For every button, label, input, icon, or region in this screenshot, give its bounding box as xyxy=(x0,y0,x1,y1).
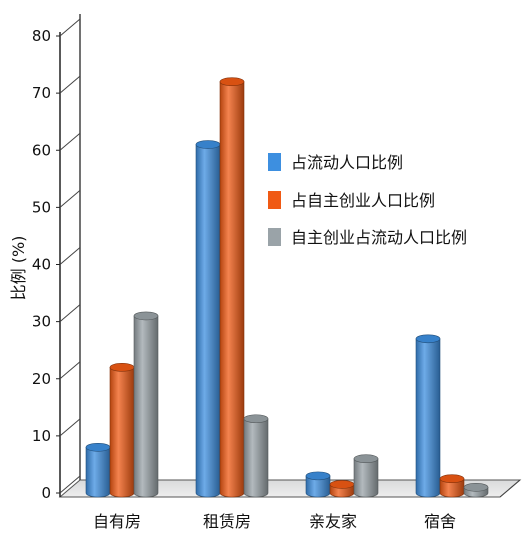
y-axis-label: 比例 (%) xyxy=(9,236,28,301)
bar-body xyxy=(133,315,159,498)
y-tick-mark xyxy=(59,475,81,494)
y-ticks: 0 10 20 30 40 50 60 70 80 xyxy=(32,18,81,502)
legend-swatch xyxy=(268,153,281,171)
legend-label: 占流动人口比例 xyxy=(291,153,403,172)
category-labels: 自有房 租赁房 亲友家 宿舍 xyxy=(93,512,456,531)
y-tick-label: 60 xyxy=(32,141,51,159)
y-tick-mark xyxy=(59,418,81,437)
y-tick-label: 40 xyxy=(32,256,51,274)
legend-label: 占自主创业人口比例 xyxy=(291,191,435,210)
bar xyxy=(463,482,489,498)
y-tick-mark xyxy=(59,247,81,265)
y-tick-label: 20 xyxy=(32,370,51,388)
legend-label: 自主创业占流动人口比例 xyxy=(291,228,467,247)
bar-top xyxy=(85,442,111,452)
bar-top xyxy=(133,311,159,321)
category-label: 租赁房 xyxy=(203,512,251,531)
bar xyxy=(439,474,465,498)
legend-swatch xyxy=(268,191,281,209)
bar-body xyxy=(195,144,221,498)
y-tick-label: 50 xyxy=(32,198,51,216)
bar xyxy=(219,77,245,498)
bar-top xyxy=(415,334,441,344)
bars xyxy=(85,77,489,498)
category-label: 亲友家 xyxy=(309,512,357,531)
bar-body xyxy=(415,338,441,498)
bar-top xyxy=(195,140,221,149)
bar xyxy=(353,454,379,498)
bar xyxy=(415,334,441,498)
bar-top xyxy=(439,474,465,484)
bar-top xyxy=(109,363,135,372)
bar xyxy=(243,414,269,498)
y-tick-mark xyxy=(59,304,81,323)
bar xyxy=(305,471,331,498)
bar-top xyxy=(243,414,269,424)
bar xyxy=(195,140,221,498)
bar xyxy=(133,311,159,498)
category-label: 宿舍 xyxy=(424,512,456,531)
y-tick-mark xyxy=(59,361,81,380)
bar xyxy=(109,363,135,498)
bar-body xyxy=(109,367,135,498)
y-tick-label: 70 xyxy=(32,84,51,102)
bar-body xyxy=(243,418,269,498)
y-tick-label: 80 xyxy=(32,27,51,45)
y-tick-mark xyxy=(59,18,81,37)
y-tick-label: 30 xyxy=(32,313,51,331)
bar-body xyxy=(85,447,111,498)
bar-top xyxy=(329,480,355,489)
bar-body xyxy=(353,458,379,498)
floor-right-edge xyxy=(499,479,521,498)
y-tick-mark xyxy=(59,132,81,151)
bar-top xyxy=(219,77,245,86)
y-tick-mark xyxy=(59,189,81,208)
bar xyxy=(85,442,111,498)
legend-swatch xyxy=(268,228,281,246)
bar-top xyxy=(305,471,331,481)
y-tick-label: 0 xyxy=(41,484,51,502)
bar-top xyxy=(353,454,379,464)
category-label: 自有房 xyxy=(93,512,141,531)
y-tick-label: 10 xyxy=(32,427,51,445)
bar xyxy=(329,480,355,498)
bar-body xyxy=(219,81,245,498)
bar-top xyxy=(463,482,489,492)
y-tick-mark xyxy=(59,75,81,94)
